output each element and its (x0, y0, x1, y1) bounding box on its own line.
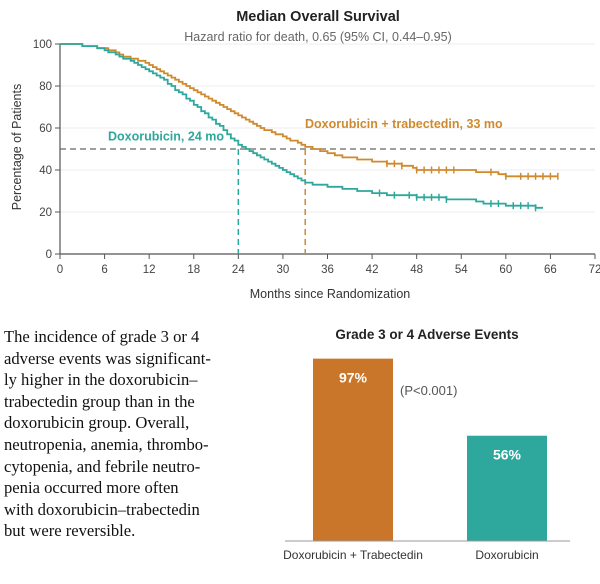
x-tick-label: 60 (499, 264, 512, 276)
y-tick-label: 100 (33, 39, 52, 51)
paragraph-line: cytopenia, and febrile neutro- (4, 456, 201, 476)
x-tick-label: 42 (366, 264, 379, 276)
x-tick-label: 66 (544, 264, 557, 276)
bar-doxorubicin-trabectedin (313, 358, 393, 541)
x-tick-label: 12 (143, 264, 156, 276)
bars: 97% 56% (313, 358, 547, 541)
y-tick-label: 80 (39, 81, 52, 93)
chart-subtitle: Hazard ratio for death, 0.65 (95% CI, 0.… (184, 30, 452, 44)
bar-category-label: Doxorubicin + Trabectedin (283, 548, 423, 562)
paragraph-line: ly higher in the doxorubicin– (4, 370, 198, 390)
x-tick-label: 24 (232, 264, 245, 276)
y-tick-label: 0 (46, 249, 52, 261)
adverse-events-paragraph: The incidence of grade 3 or 4 adverse ev… (4, 326, 259, 542)
x-tick-label: 72 (589, 264, 600, 276)
bar-chart-title: Grade 3 or 4 Adverse Events (335, 327, 518, 342)
adverse-events-chart: Grade 3 or 4 Adverse Events 97% 56% (P<0.… (283, 327, 570, 562)
paragraph-line: The incidence of grade 3 or 4 (4, 327, 200, 346)
paragraph-line: neutropenia, anemia, thrombo- (4, 434, 209, 454)
p-value-annotation: (P<0.001) (400, 383, 457, 398)
x-tick-label: 6 (101, 264, 107, 276)
x-tick-label: 18 (187, 264, 200, 276)
series-label-doxorubicin-trabectedin: Doxorubicin + trabectedin, 33 mo (305, 117, 503, 131)
survival-curves (60, 43, 559, 254)
y-gridlines (60, 43, 595, 213)
x-tick-labels: 0 6 12 18 24 30 36 42 48 54 60 66 72 (57, 264, 600, 276)
paragraph-line: penia occurred more often (4, 478, 179, 498)
paragraph-line: trabectedin group than in the (4, 391, 195, 411)
y-axis-label: Percentage of Patients (10, 84, 24, 210)
bar-doxorubicin (467, 435, 547, 541)
y-tick-labels: 0 20 40 60 80 100 (33, 39, 52, 261)
survival-curve-doxorubicin (60, 43, 543, 209)
bar-value-label: 56% (493, 447, 522, 463)
paragraph-line: doxorubicin group. Overall, (4, 413, 190, 433)
y-tick-label: 40 (39, 165, 52, 177)
survival-chart: Median Overall Survival Hazard ratio for… (10, 9, 600, 301)
paragraph-line: adverse events was significant- (4, 348, 211, 368)
bar-category-label: Doxorubicin (475, 548, 538, 562)
x-axis-label: Months since Randomization (250, 287, 411, 301)
y-tick-label: 60 (39, 123, 52, 135)
bar-value-label: 97% (339, 370, 368, 386)
x-tick-label: 54 (455, 264, 468, 276)
chart-title: Median Overall Survival (236, 9, 400, 25)
x-tick-label: 0 (57, 264, 63, 276)
survival-curve-doxorubicin-trabectedin (60, 43, 558, 178)
x-tick-label: 30 (277, 264, 290, 276)
y-tick-label: 20 (39, 207, 52, 219)
series-label-doxorubicin: Doxorubicin, 24 mo (108, 130, 224, 144)
paragraph-line: but were reversible. (4, 521, 136, 541)
category-labels: Doxorubicin + Trabectedin Doxorubicin (283, 548, 539, 562)
x-tick-label: 48 (410, 264, 423, 276)
paragraph-line: with doxorubicin–trabectedin (4, 499, 200, 519)
x-tick-label: 36 (321, 264, 334, 276)
